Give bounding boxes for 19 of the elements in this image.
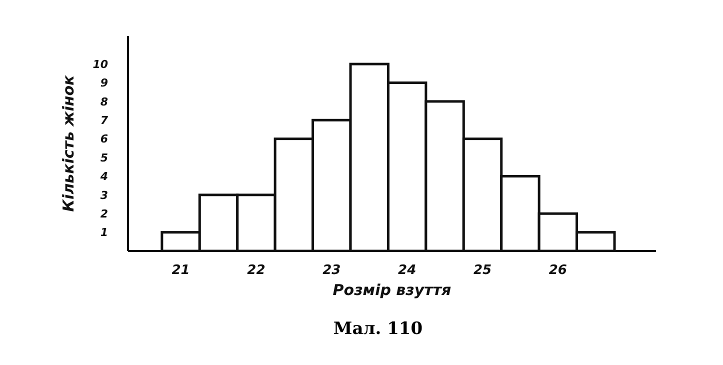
text: Мал. 110: [332, 319, 424, 339]
x-axis-title: Розмір взуття: [332, 281, 452, 299]
y-tick-label: 1: [100, 226, 108, 240]
y-tick-label: 9: [100, 76, 108, 90]
y-tick-label: 5: [100, 151, 108, 164]
y-tick-label: 6: [100, 132, 108, 146]
y-tick-label: 7: [100, 114, 108, 128]
y-tick-label: 3: [100, 188, 108, 202]
y-tick-label: 2: [100, 208, 108, 221]
y-tick-label: 8: [100, 95, 108, 108]
x-tick-label: 26: [548, 263, 567, 278]
x-tick-label: 23: [322, 263, 341, 278]
x-tick-label: 21: [172, 263, 190, 278]
y-tick-label: 10: [92, 58, 108, 71]
y-axis-title: Кількість жінок: [59, 74, 78, 212]
y-tick-label: 4: [99, 170, 108, 184]
x-tick-label: 22: [247, 263, 266, 278]
x-tick-label: 24: [398, 263, 416, 278]
x-tick-label: 25: [473, 263, 492, 278]
